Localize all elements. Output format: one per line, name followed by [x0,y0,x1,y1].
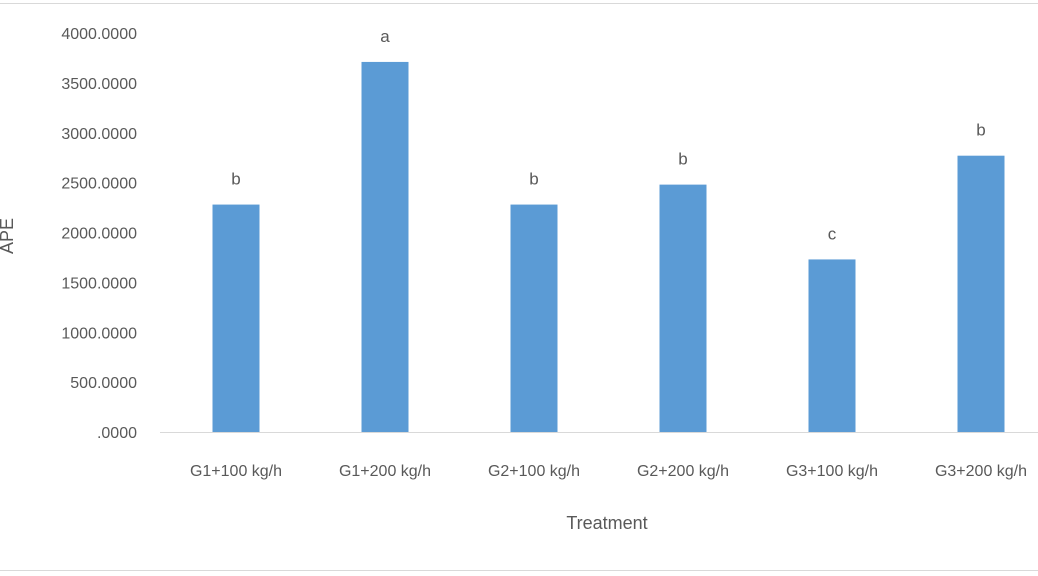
y-tick-label: 2000.0000 [61,226,137,243]
y-axis-tick-labels: 4000.0000 3500.0000 3000.0000 2500.0000 2000… [61,26,137,442]
bar-significance-label: c [828,224,837,243]
y-tick-label: .0000 [97,425,137,442]
bar-significance-label: b [529,170,538,189]
x-tick-label: G1+200 kg/h [339,463,431,480]
x-tick-label: G1+100 kg/h [190,463,282,480]
y-tick-label: 2500.0000 [61,176,137,193]
x-tick-label: G2+200 kg/h [637,463,729,480]
y-tick-label: 3000.0000 [61,126,137,143]
x-tick-label: G3+200 kg/h [935,463,1027,480]
bar [659,184,707,432]
bar-significance-label: b [231,170,240,189]
y-tick-label: 1500.0000 [61,275,137,292]
x-tick-label: G2+100 kg/h [488,463,580,480]
y-tick-label: 4000.0000 [61,26,137,43]
y-tick-label: 3500.0000 [61,76,137,93]
bar [361,61,409,433]
bar-series [212,61,1005,433]
y-tick-label: 500.0000 [70,375,137,392]
y-tick-label: 1000.0000 [61,325,137,342]
x-axis-tick-labels: G1+100 kg/h G1+200 kg/h G2+100 kg/h G2+200 … [190,463,1027,480]
bar-significance-label: a [380,27,390,46]
bar [212,204,260,432]
significance-labels: b a b b c b [231,27,985,244]
bar-significance-label: b [678,150,687,169]
bar [957,155,1005,432]
x-axis-title: Treatment [566,513,647,533]
y-axis-title: APE [0,218,17,254]
x-tick-label: G3+100 kg/h [786,463,878,480]
bar-significance-label: b [976,121,985,140]
bar [510,204,558,432]
bar [808,259,856,432]
